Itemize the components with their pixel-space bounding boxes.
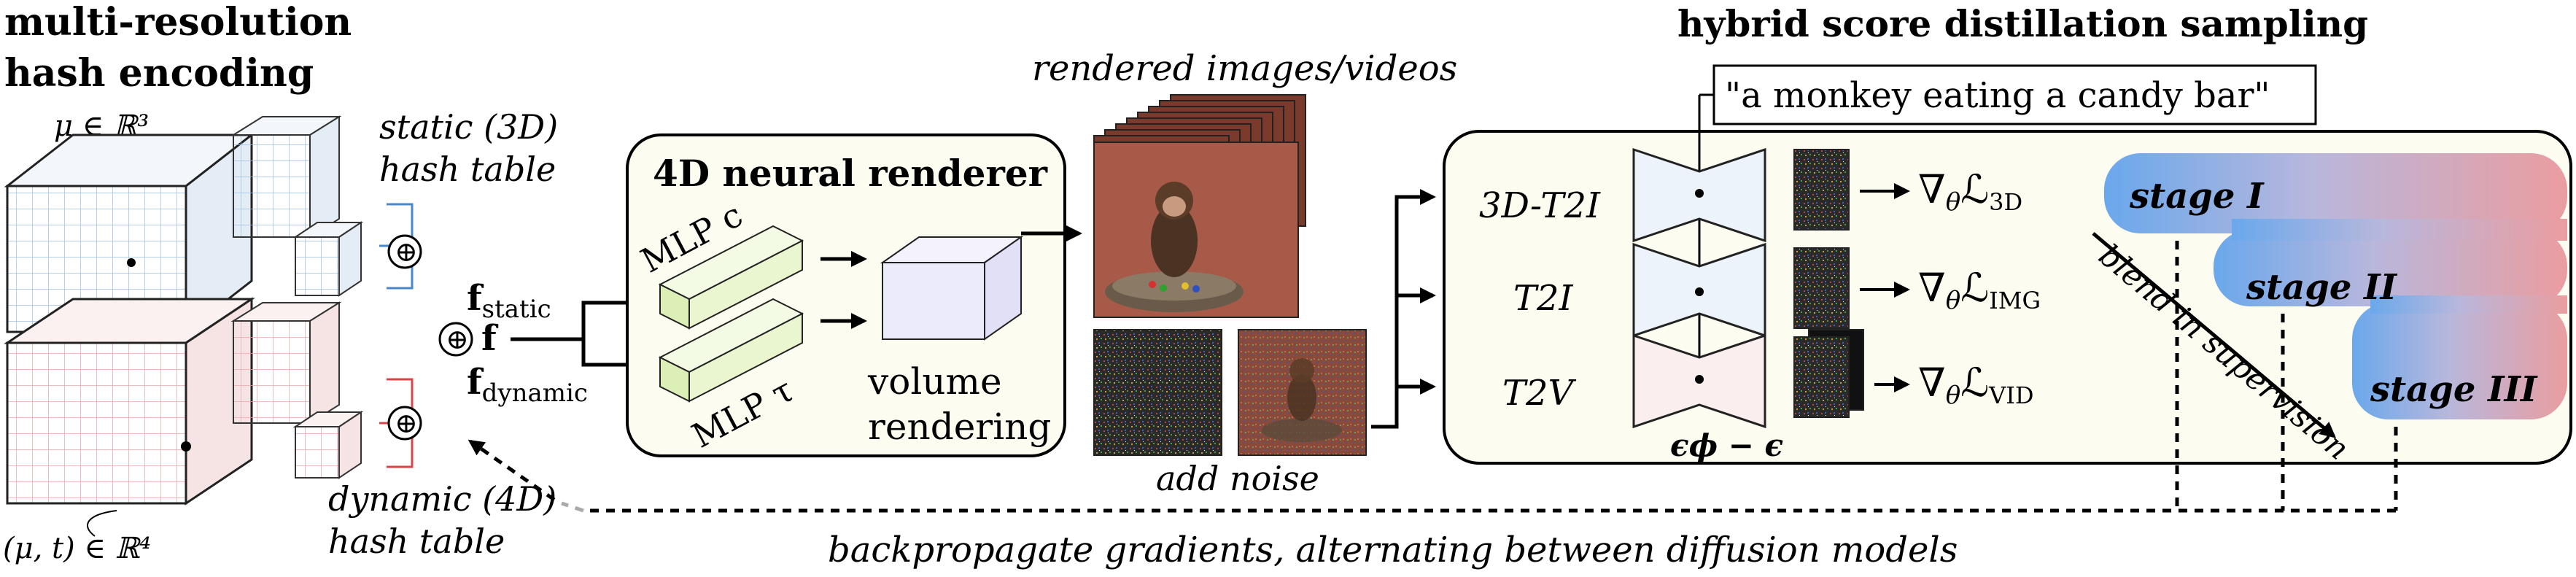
mlp-tau-block [658,298,804,403]
static-oplus-circle [387,234,422,269]
stage-3-label: stage III [2370,369,2538,410]
hash-encoding-title-line2: hash encoding [4,51,314,96]
grad-label-vid: ∇θℒVID [1918,360,2034,410]
combine-oplus: ⊕ [446,323,469,355]
volume-block [880,236,1024,341]
renderer-title: 4D neural renderer [653,152,1048,195]
combine-oplus-circle [438,322,473,357]
grad-img-L: ℒ [1960,265,1989,311]
f-to-renderer-lines [511,301,642,367]
grad-img-sub: IMG [1989,287,2041,314]
f-dynamic-label: fdynamic [467,362,588,408]
grad-vid-sub: VID [1988,382,2033,409]
prompt-dot-1 [1695,189,1704,198]
images-to-hsds-arrows [1371,195,1429,429]
dynamic-oplus: ⊕ [395,407,418,439]
backprop-label: backpropagate gradients, alternating bet… [828,530,1958,570]
prompt-box [1712,64,2317,125]
noise-thumb-vid [1793,336,1850,418]
f-static-main: f [467,278,484,319]
hsds-title: hybrid score distillation sampling [1677,2,2368,45]
volume-label-line2: rendering [868,406,1051,448]
f-static-sub: static [482,295,551,324]
grad-3d-L: ℒ [1960,166,1989,212]
noise-thumb-img [1793,247,1850,329]
prompt-text: "a monkey eating a candy bar" [1725,75,2270,116]
static-hash-label-line1: static (3D) [379,107,558,147]
mlp-c-block [658,225,804,330]
dynamic-hash-label-line2: hash table [328,522,505,561]
grad-vid-theta: θ [1946,381,1960,410]
static-small-cubes [230,115,364,297]
grad-label-img: ∇θℒIMG [1918,265,2041,315]
grad-3d-nabla: ∇ [1918,166,1946,212]
prompt-dot-3 [1695,375,1704,384]
dynamic-hash-label-line1: dynamic (4D) [328,479,556,519]
model-label-t2i: T2I [1513,278,1574,319]
hash-encoding-title-line1: multi-resolution [4,0,352,44]
stage-blocks [2104,153,2567,419]
rendered-title: rendered images/videos [1032,48,1457,89]
rendered-monkey-image [1093,142,1299,318]
mut-label: (μ, t) ∈ ℝ⁴ [3,532,151,565]
f-combined-label: f [481,318,499,359]
dynamic-big-cube [4,297,255,506]
stage-2-label: stage II [2246,267,2398,308]
f-dynamic-main: f [467,362,484,403]
backprop-dotted-lines [583,241,2398,513]
model-label-3dt2i: 3D-T2I [1479,185,1601,226]
prompt-line [1698,93,1714,394]
prompt-dot-2 [1695,287,1704,296]
stage-1-label: stage I [2129,176,2265,217]
grad-img-theta: θ [1946,286,1960,315]
blend-arrow [2092,232,2337,438]
volume-label-line1: volume [867,360,1002,403]
grad-vid-nabla: ∇ [1918,360,1946,406]
eps-label: ϵϕ − ϵ [1670,427,1783,463]
add-noise-label: add noise [1156,459,1319,498]
dynamic-oplus-circle [387,406,422,441]
dynamic-small-cubes [230,301,364,479]
f-static-label: fstatic [467,278,551,324]
model-label-t2v: T2V [1502,373,1577,414]
grad-vid-L: ℒ [1960,360,1989,406]
backprop-gray-end [561,501,584,513]
pure-noise-image [1093,329,1222,456]
backprop-arrow-to-encoding [468,439,556,502]
noisy-monkey-image [1238,329,1367,456]
f-dynamic-sub: dynamic [482,379,588,408]
grad-img-nabla: ∇ [1918,265,1946,311]
static-hash-label-line2: hash table [379,150,556,189]
static-oplus: ⊕ [395,236,418,268]
grad-3d-theta: θ [1946,187,1960,217]
grad-3d-sub: 3D [1989,188,2022,216]
grad-label-3d: ∇θℒ3D [1918,166,2022,217]
mut-pointer [87,510,117,537]
noise-thumb-3d [1793,149,1850,231]
